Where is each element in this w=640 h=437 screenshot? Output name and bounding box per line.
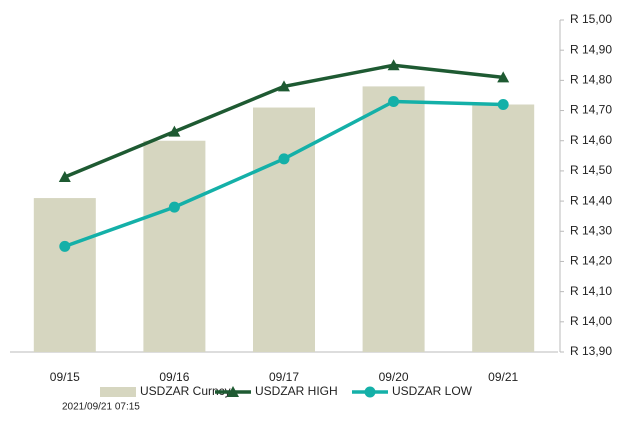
x-tick-label: 09/15	[50, 370, 80, 384]
marker	[387, 59, 400, 71]
x-tick-label: 09/21	[488, 370, 518, 384]
bar	[33, 198, 96, 352]
marker	[168, 201, 180, 213]
legend-label: USDZAR Curncy	[140, 384, 231, 398]
bar	[253, 107, 315, 352]
footnote: 2021/09/21 07:15	[62, 402, 140, 413]
legend-swatch	[100, 387, 136, 397]
marker	[59, 240, 71, 252]
x-tick-label: 09/16	[159, 370, 189, 384]
y-tick-label: R 14,60	[570, 133, 612, 147]
y-tick-label: R 14,40	[570, 193, 612, 207]
y-tick-label: R 14,80	[570, 73, 612, 87]
y-tick-label: R 13,90	[570, 344, 612, 358]
y-tick-label: R 14,50	[570, 163, 612, 177]
bar	[143, 140, 206, 352]
marker	[278, 80, 290, 92]
y-tick-label: R 14,00	[570, 314, 612, 328]
legend-marker	[364, 386, 376, 398]
bar	[472, 104, 535, 352]
marker	[58, 170, 71, 182]
marker	[388, 95, 400, 107]
y-tick-label: R 14,10	[570, 284, 612, 298]
marker	[168, 125, 181, 137]
y-tick-label: R 14,70	[570, 103, 612, 117]
y-tick-label: R 14,90	[570, 42, 612, 56]
marker	[497, 99, 509, 111]
legend-label: USDZAR HIGH	[255, 384, 338, 398]
bar	[362, 86, 425, 353]
marker	[497, 71, 510, 83]
x-tick-label: 09/17	[269, 370, 299, 384]
y-tick-label: R 14,30	[570, 223, 612, 237]
y-tick-label: R 15,00	[570, 12, 612, 26]
y-tick-label: R 14,20	[570, 254, 612, 268]
marker	[278, 153, 290, 165]
legend-marker	[227, 386, 239, 397]
legend-label: USDZAR LOW	[392, 384, 473, 398]
x-tick-label: 09/20	[379, 370, 409, 384]
